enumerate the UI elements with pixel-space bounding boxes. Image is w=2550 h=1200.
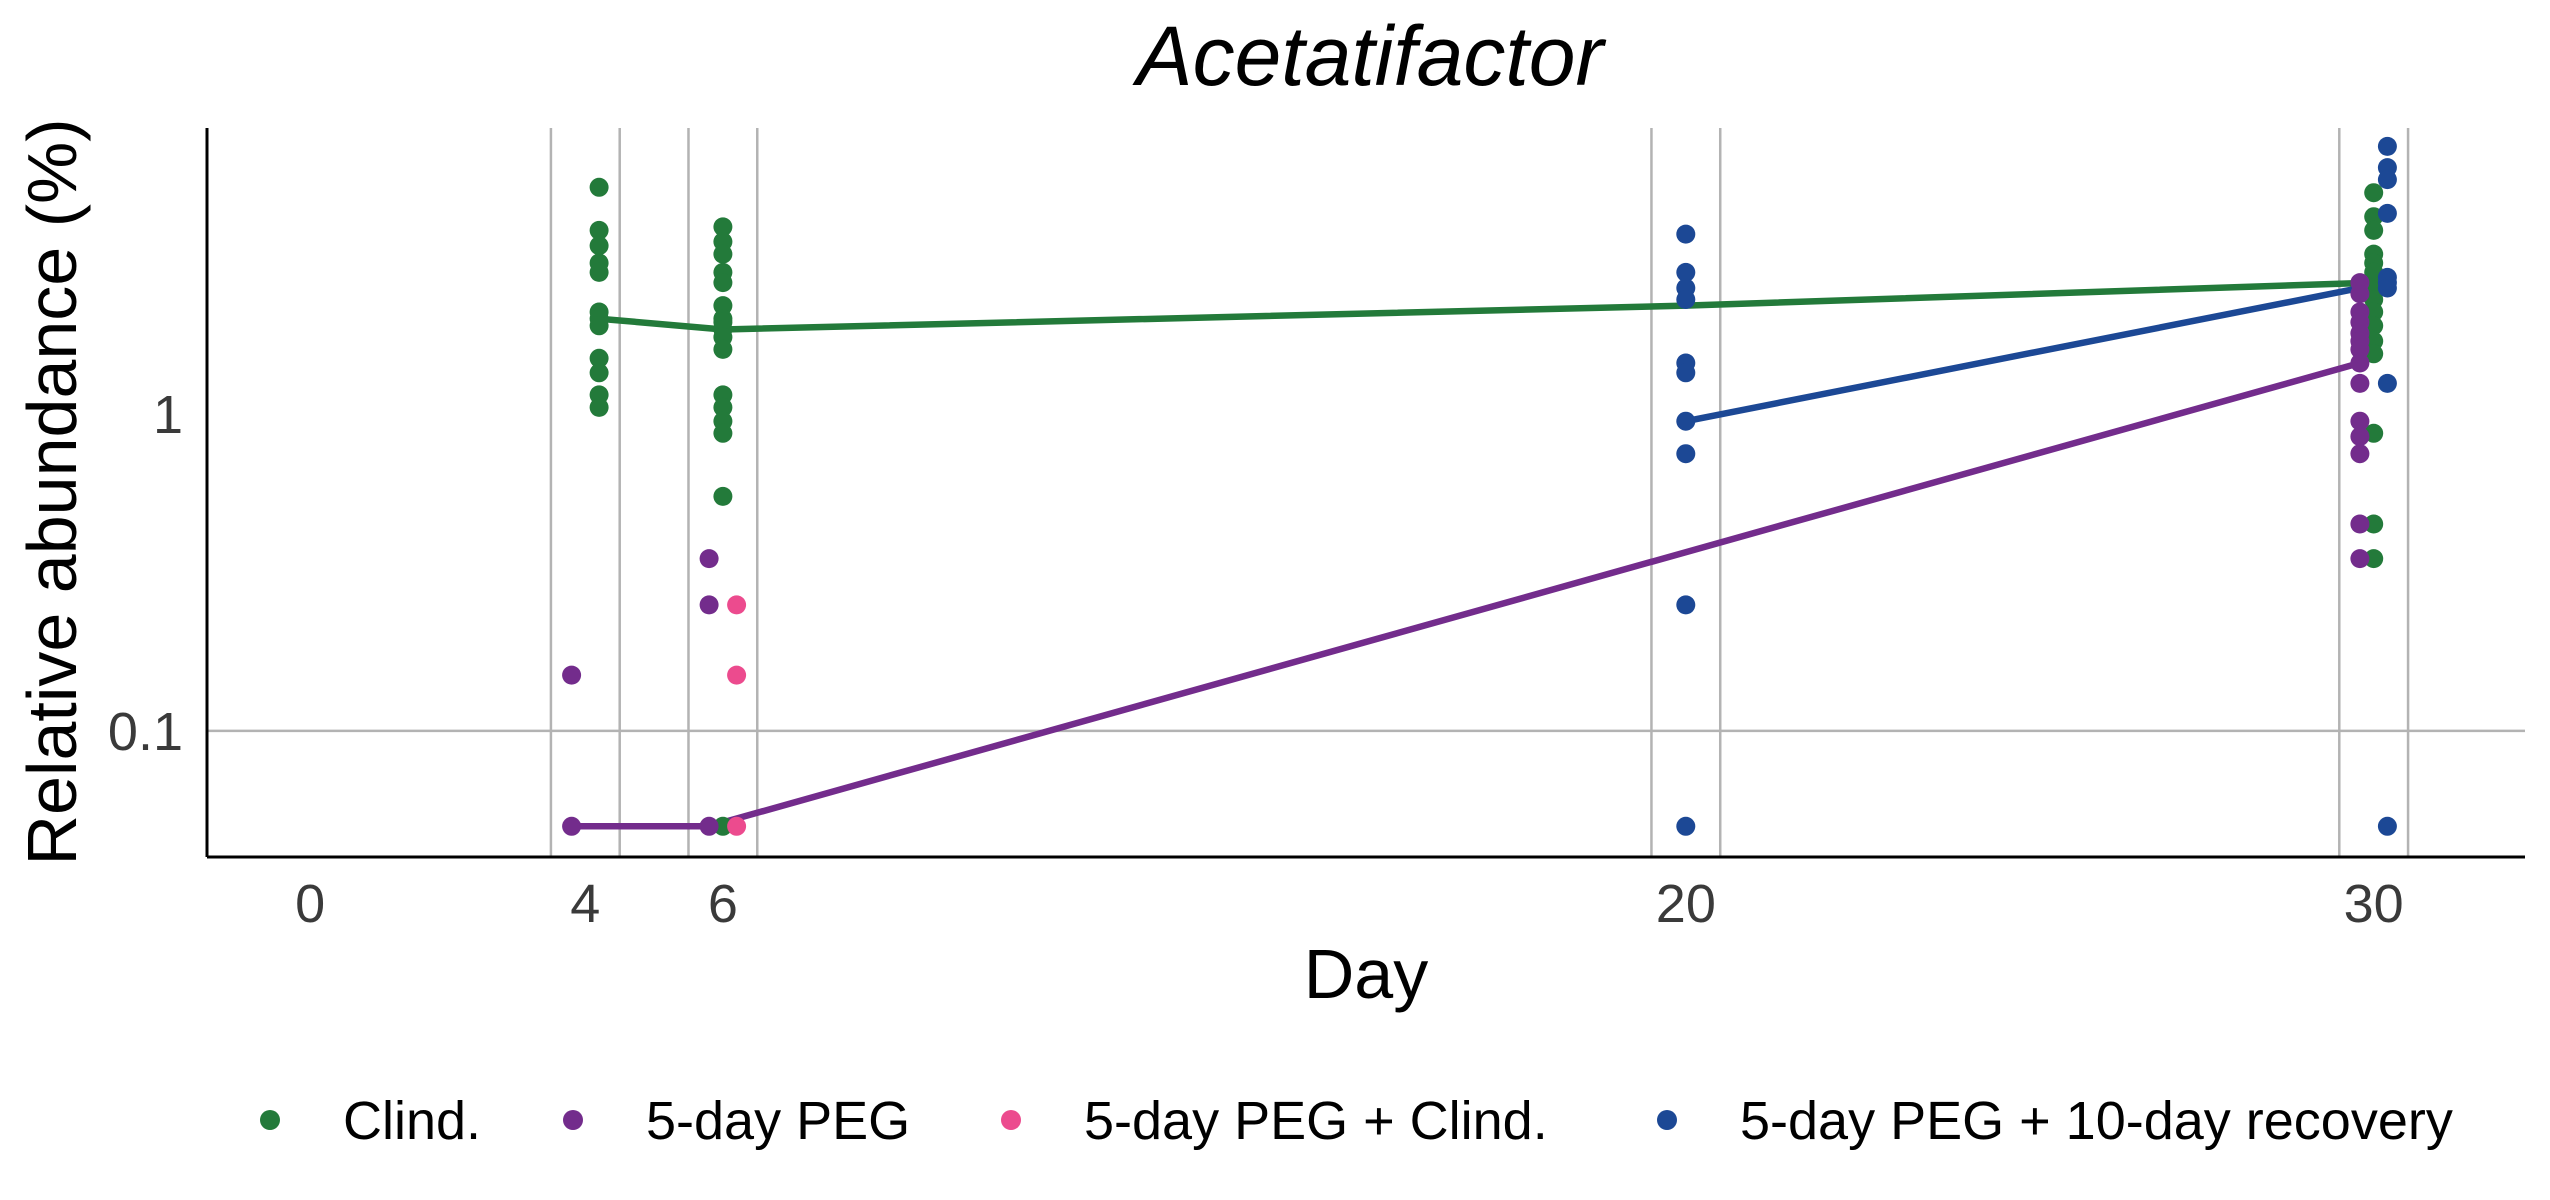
y-tick-label: 0.1 — [108, 702, 183, 762]
data-point-clind — [589, 262, 609, 282]
tick-labels: 0 4 6 20 30 0.1 1 — [108, 385, 2404, 934]
data-point-5-day-peg-10-day-recovery — [2377, 373, 2397, 393]
data-point-5-day-peg — [2350, 339, 2370, 359]
data-points — [562, 136, 2397, 836]
data-point-clind — [2364, 183, 2384, 203]
data-point-5-day-peg-clind — [727, 595, 747, 615]
chart-title: Acetatifactor — [1132, 9, 1607, 103]
data-point-clind — [589, 220, 609, 240]
data-point-5-day-peg-10-day-recovery — [1676, 290, 1696, 309]
data-point-clind — [713, 296, 733, 316]
data-point-5-day-peg — [699, 816, 719, 836]
legend-label-5-day-peg-10-day-recovery: 5-day PEG + 10-day recovery — [1740, 1091, 2453, 1151]
data-point-clind — [2364, 549, 2384, 569]
legend-label-5-day-peg: 5-day PEG — [646, 1091, 910, 1151]
data-point-5-day-peg — [699, 595, 719, 615]
data-point-clind — [589, 316, 609, 336]
legend-marker-5-day-peg — [563, 1110, 583, 1130]
x-axis-title: Day — [1304, 935, 1428, 1013]
data-point-5-day-peg — [699, 549, 719, 569]
legend-marker-clind — [260, 1110, 280, 1130]
series-lines — [571, 279, 2389, 830]
x-tick-label: 20 — [1656, 874, 1716, 934]
data-point-5-day-peg-10-day-recovery — [2377, 816, 2397, 836]
data-point-5-day-peg — [2350, 411, 2370, 431]
data-point-clind — [713, 397, 733, 417]
x-tick-label: 4 — [570, 874, 600, 934]
data-point-5-day-peg-10-day-recovery — [1676, 816, 1696, 836]
legend-label-5-day-peg-clind: 5-day PEG + Clind. — [1084, 1091, 1548, 1151]
series-line-5-day-peg-10-day-recovery — [1685, 279, 2389, 425]
grid-lines — [207, 128, 2525, 857]
data-point-5-day-peg-10-day-recovery — [2377, 136, 2397, 156]
series-line-5-day-peg — [571, 359, 2361, 830]
data-point-5-day-peg-clind — [727, 665, 747, 685]
data-point-clind — [713, 339, 733, 359]
data-point-5-day-peg-10-day-recovery — [1676, 262, 1696, 282]
data-point-clind — [2364, 220, 2384, 240]
data-point-5-day-peg — [2350, 353, 2370, 373]
data-point-5-day-peg-10-day-recovery — [1676, 444, 1696, 464]
data-point-clind — [713, 273, 733, 293]
data-point-5-day-peg-10-day-recovery — [2377, 278, 2397, 298]
data-point-clind — [2364, 514, 2384, 534]
x-tick-label: 6 — [708, 874, 738, 934]
data-point-5-day-peg — [2350, 514, 2370, 534]
data-point-5-day-peg-10-day-recovery — [1676, 363, 1696, 383]
data-point-clind — [713, 217, 733, 237]
data-point-5-day-peg-10-day-recovery — [1676, 411, 1696, 431]
data-point-5-day-peg — [2350, 284, 2370, 304]
data-point-5-day-peg-10-day-recovery — [2377, 203, 2397, 223]
x-tick-label: 30 — [2344, 874, 2404, 934]
data-point-clind — [713, 244, 733, 264]
data-point-5-day-peg-clind — [727, 816, 747, 836]
data-point-clind — [589, 397, 609, 417]
legend-marker-5-day-peg-clind — [1001, 1110, 1021, 1130]
data-point-clind — [713, 816, 733, 836]
data-point-clind — [713, 423, 733, 443]
data-point-clind — [2364, 302, 2384, 322]
data-point-5-day-peg — [562, 816, 582, 836]
axes — [205, 128, 2525, 859]
data-point-clind — [589, 363, 609, 383]
data-point-clind — [589, 348, 609, 368]
data-point-5-day-peg — [2350, 549, 2370, 569]
data-point-5-day-peg-10-day-recovery — [1676, 224, 1696, 244]
data-point-clind — [589, 236, 609, 256]
data-point-5-day-peg — [2350, 373, 2370, 393]
legend-label-clind: Clind. — [343, 1091, 481, 1151]
data-point-5-day-peg — [2350, 444, 2370, 464]
series-line-clind — [598, 279, 2374, 333]
y-axis-title: Relative abundance (%) — [13, 118, 91, 865]
y-tick-label: 1 — [153, 385, 183, 445]
legend: Clind. 5-day PEG 5-day PEG + Clind. 5-day P… — [260, 1091, 2453, 1151]
data-point-clind — [589, 177, 609, 197]
data-point-5-day-peg-10-day-recovery — [2377, 170, 2397, 190]
x-tick-label: 0 — [295, 874, 325, 934]
data-point-5-day-peg-10-day-recovery — [1676, 595, 1696, 615]
legend-marker-5-day-peg-10-day-recovery — [1657, 1110, 1677, 1130]
data-point-5-day-peg — [562, 665, 582, 685]
data-point-5-day-peg — [2350, 427, 2370, 446]
data-point-clind — [713, 486, 733, 506]
